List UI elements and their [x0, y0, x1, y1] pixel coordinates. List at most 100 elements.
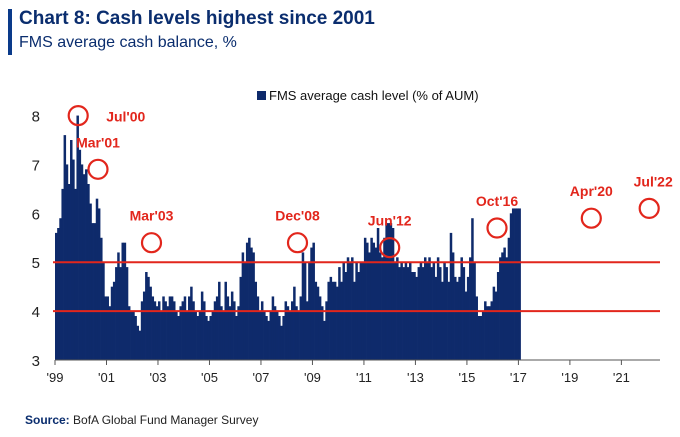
bar: [239, 276, 242, 360]
bar: [413, 272, 416, 360]
y-tick-label: 7: [32, 157, 40, 174]
x-tick-label: '19: [561, 370, 578, 385]
bar: [245, 242, 249, 360]
bar: [254, 281, 258, 360]
bar: [492, 286, 496, 360]
bar: [70, 140, 73, 360]
bar: [346, 257, 350, 360]
bar: [233, 301, 236, 360]
bar: [295, 306, 298, 360]
bar: [138, 330, 142, 360]
x-tick-label: '99: [47, 370, 64, 385]
bar: [389, 223, 393, 360]
source-text: BofA Global Fund Manager Survey: [73, 413, 259, 427]
bar: [464, 291, 468, 360]
bar: [353, 281, 356, 360]
annotation-label: Jul'00: [106, 109, 145, 125]
bar: [501, 252, 504, 360]
bar: [72, 159, 75, 360]
bar: [61, 188, 64, 360]
bar: [421, 267, 425, 360]
annotation-circle: [486, 217, 508, 239]
bar: [55, 232, 58, 360]
bar: [477, 316, 481, 360]
bar: [494, 291, 498, 360]
bar: [323, 320, 326, 360]
bar: [357, 272, 360, 360]
bar: [458, 276, 461, 360]
bar: [183, 296, 187, 360]
bar: [475, 296, 478, 360]
bar: [104, 296, 107, 360]
bar: [157, 301, 161, 360]
bar: [85, 169, 88, 360]
bar: [398, 267, 401, 360]
bar: [518, 208, 521, 360]
bar: [466, 276, 470, 360]
bar: [271, 296, 275, 360]
bar: [374, 247, 378, 360]
x-tick-label: '09: [304, 370, 321, 385]
bar: [488, 306, 491, 360]
source-label: Source:: [25, 413, 70, 427]
bar: [160, 311, 163, 360]
bar: [269, 311, 273, 360]
bar: [149, 286, 152, 360]
bar: [190, 286, 193, 360]
bar: [387, 223, 391, 360]
bar: [366, 242, 369, 360]
bar: [423, 257, 427, 360]
bar: [344, 272, 348, 360]
bar: [136, 325, 140, 360]
bar: [481, 311, 485, 360]
annotation-circle: [580, 207, 602, 229]
bar: [402, 267, 406, 360]
bar: [454, 276, 457, 360]
bar: [82, 174, 86, 360]
bar: [499, 257, 502, 360]
legend-swatch: [257, 91, 266, 100]
bar: [411, 272, 414, 360]
bar: [213, 301, 217, 360]
bar: [188, 296, 191, 360]
bar: [151, 296, 155, 360]
bar: [258, 311, 262, 360]
bar: [516, 208, 519, 360]
bar: [514, 208, 517, 360]
bar: [108, 306, 112, 360]
bar: [331, 281, 335, 360]
bar: [336, 286, 339, 360]
bar: [286, 306, 290, 360]
bar: [312, 242, 315, 360]
bar: [507, 237, 511, 360]
bar: [372, 242, 376, 360]
chart-title: Chart 8: Cash levels highest since 2001: [19, 8, 375, 29]
annotation-circle: [140, 232, 163, 254]
y-tick-label: 3: [32, 353, 40, 370]
bar: [89, 203, 92, 360]
bar: [484, 301, 487, 360]
x-tick-label: '05: [201, 370, 218, 385]
annotation-circle: [67, 104, 89, 127]
bar: [314, 281, 318, 360]
bar: [436, 257, 440, 360]
bar: [200, 291, 204, 360]
chart-subtitle: FMS average cash balance, %: [19, 34, 237, 51]
bar: [406, 267, 410, 360]
y-tick-label: 6: [32, 206, 40, 223]
bar: [121, 242, 124, 360]
annotation-circle: [286, 232, 309, 254]
bar: [273, 306, 277, 360]
bar: [215, 296, 219, 360]
x-tick-label: '07: [252, 370, 269, 385]
bar: [123, 242, 127, 360]
bar: [306, 301, 309, 360]
bar: [496, 272, 500, 360]
bar: [76, 115, 79, 360]
bar: [220, 306, 223, 360]
bar: [203, 301, 206, 360]
bar: [288, 311, 292, 360]
bar: [333, 281, 337, 360]
bar: [248, 237, 251, 360]
bar: [297, 311, 300, 360]
